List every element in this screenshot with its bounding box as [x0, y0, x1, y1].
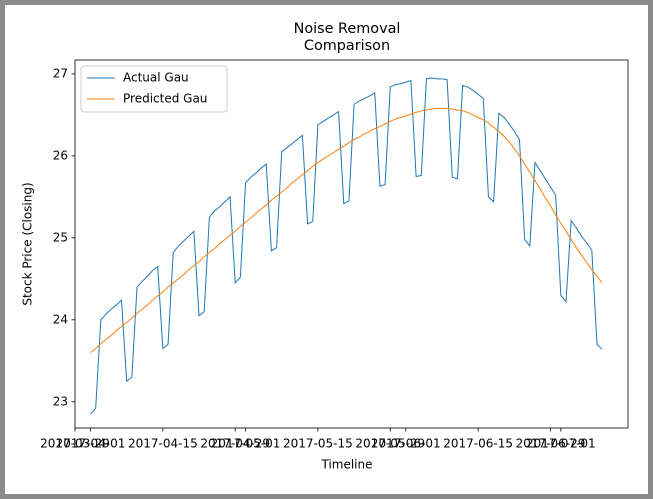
data-line — [90, 107, 603, 353]
x-tick-label: 2017-04-15 — [128, 437, 198, 451]
x-tick-label: 2017-05-29 — [355, 437, 425, 451]
x-tick-label: 2017-03-29 — [40, 437, 110, 451]
x-axis-label: Timeline — [320, 458, 372, 472]
x-tick-label: 2017-05-01 — [211, 437, 281, 451]
x-tick-label: 2017-04-29 — [200, 437, 270, 451]
y-tick-label: 24 — [53, 312, 68, 326]
x-tick-label: 2017-07-01 — [526, 437, 596, 451]
x-tick-label: 2017-06-29 — [516, 437, 586, 451]
y-tick-label: 23 — [53, 394, 68, 408]
y-axis-label: Stock Price (Closing) — [21, 182, 35, 305]
chart-title: Noise Removal Comparison — [294, 21, 401, 54]
x-tick-label: 2017-05-15 — [283, 437, 353, 451]
y-tick-label: 25 — [53, 230, 68, 244]
x-tick-label: 2017-04-01 — [56, 437, 126, 451]
x-tick-label: 2017-06-01 — [371, 437, 441, 451]
x-tick-label: 2017-06-15 — [443, 437, 513, 451]
y-tick-label: 27 — [53, 66, 68, 80]
legend-box — [80, 65, 228, 113]
plot-frame — [74, 59, 629, 429]
legend-label: Predicted Gau — [123, 92, 207, 106]
legend-label: Actual Gau — [123, 71, 189, 85]
data-line — [90, 77, 603, 415]
y-tick-label: 26 — [53, 148, 68, 162]
